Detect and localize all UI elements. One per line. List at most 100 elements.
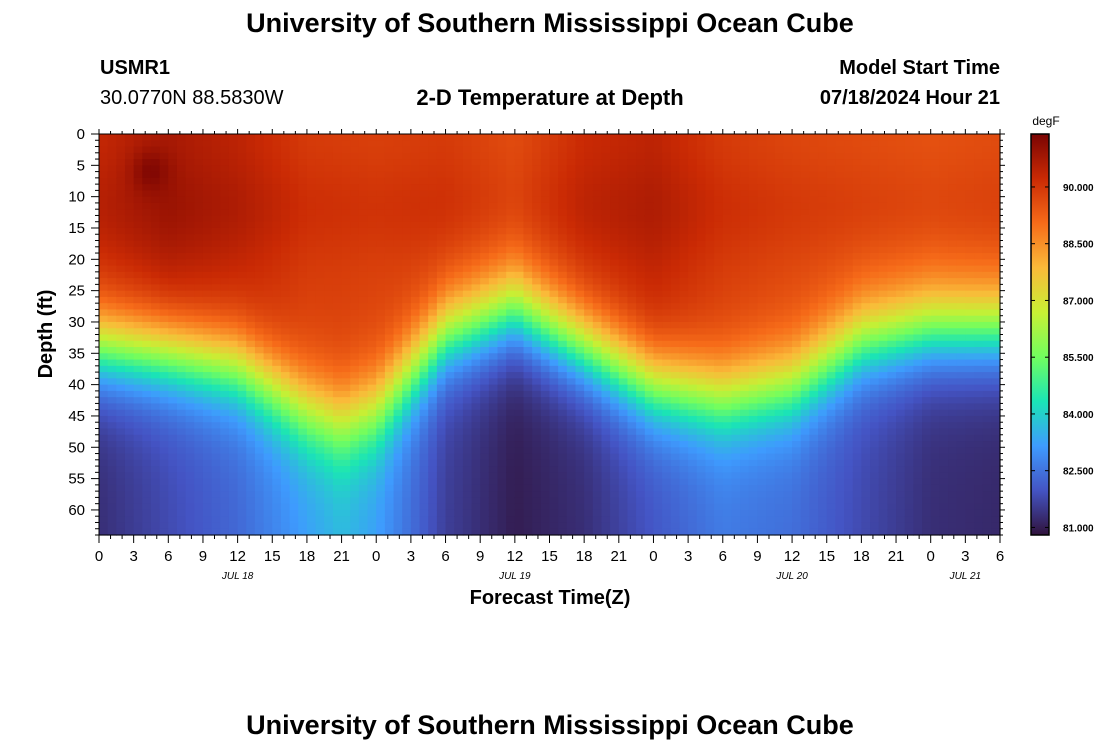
heatmap-cell: [731, 347, 741, 354]
heatmap-cell: [350, 365, 360, 373]
heatmap-cell: [445, 409, 455, 417]
heatmap-cell: [644, 296, 655, 304]
heatmap-cell: [272, 159, 282, 166]
heatmap-cell: [220, 202, 230, 210]
heatmap-cell: [584, 365, 594, 373]
heatmap-cell: [133, 309, 143, 317]
heatmap-cell: [670, 303, 681, 311]
heatmap-cell: [246, 340, 256, 348]
heatmap-cell: [315, 315, 325, 323]
heatmap-cell: [246, 240, 256, 248]
heatmap-cell: [185, 240, 195, 248]
heatmap-cell: [532, 215, 542, 223]
heatmap-cell: [636, 259, 646, 267]
heatmap-cell: [714, 303, 724, 311]
heatmap-cell: [159, 140, 169, 148]
heatmap-cell: [662, 528, 672, 536]
heatmap-cell: [748, 491, 759, 499]
heatmap-cell: [124, 328, 135, 336]
heatmap-cell: [566, 159, 577, 166]
heatmap-cell: [272, 353, 282, 361]
heatmap-cell: [99, 472, 109, 480]
heatmap-cell: [445, 296, 455, 304]
heatmap-cell: [306, 296, 317, 304]
heatmap-cell: [402, 328, 412, 336]
heatmap-cell: [454, 215, 464, 223]
heatmap-cell: [679, 202, 689, 210]
heatmap-cell: [454, 221, 464, 229]
heatmap-cell: [488, 409, 499, 417]
heatmap-cell: [410, 271, 421, 279]
heatmap-cell: [272, 365, 282, 373]
heatmap-cell: [766, 240, 776, 248]
heatmap-cell: [471, 516, 481, 524]
heatmap-cell: [315, 134, 325, 141]
heatmap-cell: [540, 334, 551, 342]
heatmap-cell: [289, 296, 299, 304]
heatmap-cell: [558, 309, 568, 317]
heatmap-cell: [766, 403, 776, 411]
heatmap-cell: [766, 484, 776, 492]
heatmap-cell: [618, 497, 629, 505]
heatmap-cell: [497, 146, 507, 154]
heatmap-cell: [592, 509, 603, 517]
heatmap-cell: [488, 253, 499, 260]
heatmap-cell: [462, 441, 473, 448]
heatmap-cell: [410, 353, 421, 361]
heatmap-cell: [237, 353, 247, 361]
heatmap-cell: [610, 303, 620, 311]
heatmap-cell: [246, 372, 256, 379]
heatmap-cell: [575, 202, 585, 210]
heatmap-cell: [566, 171, 577, 179]
heatmap-cell: [150, 384, 161, 392]
heatmap-cell: [679, 253, 689, 260]
heatmap-cell: [376, 227, 386, 235]
heatmap-cell: [306, 171, 317, 179]
heatmap-cell: [714, 321, 724, 329]
heatmap-cell: [402, 321, 412, 329]
heatmap-cell: [376, 509, 386, 517]
heatmap-cell: [514, 177, 525, 185]
heatmap-cell: [731, 340, 741, 348]
heatmap-cell: [315, 146, 325, 154]
heatmap-cell: [107, 365, 117, 373]
heatmap-cell: [272, 390, 282, 398]
heatmap-cell: [662, 365, 672, 373]
heatmap-cell: [384, 365, 395, 373]
heatmap-cell: [133, 321, 143, 329]
heatmap-cell: [766, 140, 776, 148]
heatmap-cell: [549, 472, 559, 480]
heatmap-cell: [150, 522, 161, 530]
heatmap-cell: [558, 284, 568, 292]
heatmap-cell: [280, 165, 291, 173]
heatmap-cell: [194, 378, 204, 386]
heatmap-cell: [540, 447, 551, 455]
heatmap-cell: [488, 378, 499, 386]
heatmap-cell: [584, 234, 594, 242]
heatmap-cell: [107, 522, 117, 530]
heatmap-cell: [627, 428, 637, 436]
heatmap-cell: [601, 528, 611, 536]
heatmap-cell: [272, 478, 282, 486]
heatmap-cell: [549, 459, 559, 467]
heatmap-cell: [393, 227, 403, 235]
heatmap-cell: [150, 209, 161, 217]
heatmap-cell: [176, 472, 187, 480]
heatmap-cell: [237, 159, 247, 166]
heatmap-cell: [272, 221, 282, 229]
heatmap-cell: [116, 478, 126, 486]
heatmap-cell: [419, 278, 429, 285]
heatmap-cell: [211, 472, 221, 480]
heatmap-cell: [410, 253, 421, 260]
heatmap-cell: [263, 434, 273, 442]
heatmap-cell: [705, 146, 715, 154]
heatmap-cell: [220, 278, 230, 285]
heatmap-cell: [428, 441, 438, 448]
heatmap-cell: [532, 466, 542, 473]
heatmap-cell: [506, 428, 516, 436]
heatmap-cell: [298, 503, 308, 511]
heatmap-cell: [705, 284, 715, 292]
heatmap-cell: [419, 472, 429, 480]
heatmap-cell: [306, 472, 317, 480]
heatmap-cell: [584, 453, 594, 461]
